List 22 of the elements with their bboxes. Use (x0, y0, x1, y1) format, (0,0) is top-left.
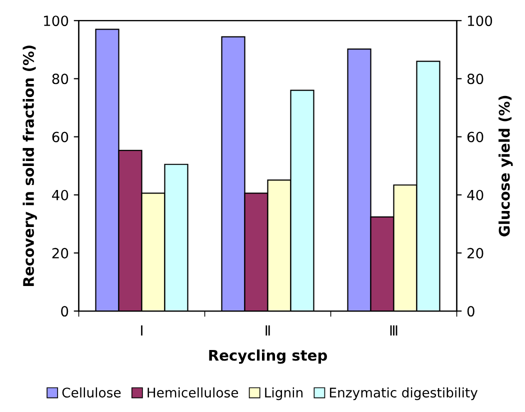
y2-tick-label: 80 (467, 74, 484, 84)
legend-label: Lignin (265, 387, 302, 400)
legend-label: Hemicellulose (148, 387, 238, 398)
y2-tick-label: 0 (467, 306, 474, 317)
y2-tick-label: 60 (467, 132, 484, 142)
y-tick-label: 40 (52, 190, 68, 200)
y-tick-label: 60 (52, 132, 68, 142)
y-tick-label: 0 (61, 306, 68, 317)
x-tick-label: Ⅱ (266, 325, 270, 336)
legend-label: Cellulose (62, 387, 121, 398)
x-tick-label: Ⅲ (390, 325, 398, 336)
y2-tick-label: 100 (468, 16, 492, 26)
y-tick-label: 100 (44, 16, 68, 26)
y-tick-label: 20 (52, 248, 68, 258)
y2-axis-title: Glucose yield (%) (498, 96, 513, 236)
y2-tick-label: 20 (467, 248, 484, 258)
x-axis-title: Recycling step (209, 350, 327, 364)
y-axis-title: Recovery in solid fraction (%) (22, 46, 37, 286)
legend-label: Enzymatic digestibility (330, 387, 478, 400)
y-tick-label: 80 (52, 74, 68, 84)
x-tick-label: Ⅰ (141, 325, 142, 336)
y2-tick-label: 40 (467, 190, 484, 200)
